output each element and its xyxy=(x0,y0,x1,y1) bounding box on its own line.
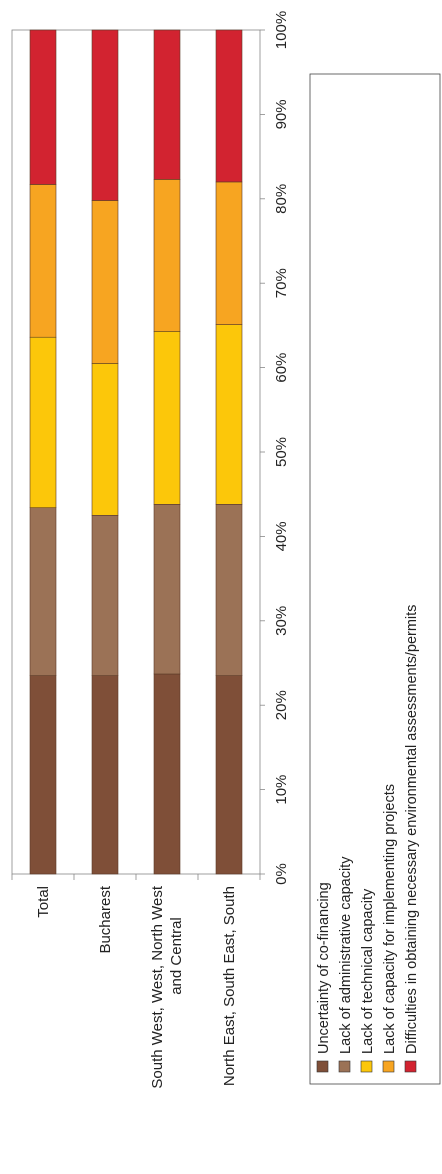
value-tick-label: 50% xyxy=(273,437,290,467)
legend-entry: Uncertainty of co-financing xyxy=(316,882,332,1054)
bar-segment xyxy=(153,504,181,675)
value-tick-label: 20% xyxy=(273,690,290,720)
value-tick-label: 40% xyxy=(273,521,290,551)
bar-segment xyxy=(91,515,119,676)
bar-segment xyxy=(215,29,243,183)
bar-segment xyxy=(91,200,119,364)
bar-segment xyxy=(215,324,243,505)
category-label: Total xyxy=(35,886,52,918)
category-label: South West, West, North West and Central xyxy=(149,885,185,1088)
bar-segment xyxy=(153,673,181,875)
bar-segment xyxy=(91,675,119,875)
chart-rotated-frame: 0% 10% 20% 30% 40% 50% 60% 70% 80% 90% 100% Total B… xyxy=(11,11,441,1089)
bar-segment xyxy=(215,675,243,875)
legend: Uncertainty of co-financing Lack of admin… xyxy=(309,73,441,1085)
legend-swatch xyxy=(404,1060,417,1073)
bar-segment xyxy=(153,179,181,332)
legend-entry: Lack of administrative capacity xyxy=(338,856,354,1054)
legend-swatch xyxy=(360,1060,373,1073)
legend-entry: Difficulties in obtaining necessary envi… xyxy=(404,605,420,1054)
category-axis: Total Bucharest South West, West, North We… xyxy=(11,874,261,1089)
value-tick-label: 0% xyxy=(273,863,290,885)
value-tick-label: 10% xyxy=(273,775,290,805)
bar-segment xyxy=(29,507,57,676)
value-tick-label: 90% xyxy=(273,99,290,129)
bar-segment xyxy=(29,184,57,338)
value-tick-label: 80% xyxy=(273,184,290,214)
bar-segment xyxy=(215,181,243,325)
bar-segment xyxy=(91,29,119,201)
bar-segment xyxy=(29,29,57,185)
category-label: North East, South East, South xyxy=(221,886,238,1086)
bar-segment xyxy=(153,29,181,180)
legend-swatch xyxy=(338,1060,351,1073)
bar-segment xyxy=(91,363,119,516)
legend-swatch xyxy=(316,1060,329,1073)
value-tick-label: 70% xyxy=(273,268,290,298)
bar-segment xyxy=(29,675,57,875)
legend-swatch xyxy=(382,1060,395,1073)
category-label: Bucharest xyxy=(97,885,114,953)
bar-segment xyxy=(215,504,243,676)
bar-segment xyxy=(153,331,181,505)
legend-box xyxy=(309,73,441,1085)
value-tick-label: 30% xyxy=(273,606,290,636)
bars xyxy=(29,29,243,875)
value-tick-label: 100% xyxy=(273,11,290,49)
bar-segment xyxy=(29,336,57,509)
legend-entry: Lack of capacity for implementing projec… xyxy=(382,784,398,1054)
value-axis: 0% 10% 20% 30% 40% 50% 60% 70% 80% 90% 100% xyxy=(260,11,290,885)
value-tick-label: 60% xyxy=(273,353,290,383)
legend-entry: Lack of technical capacity xyxy=(360,888,376,1054)
